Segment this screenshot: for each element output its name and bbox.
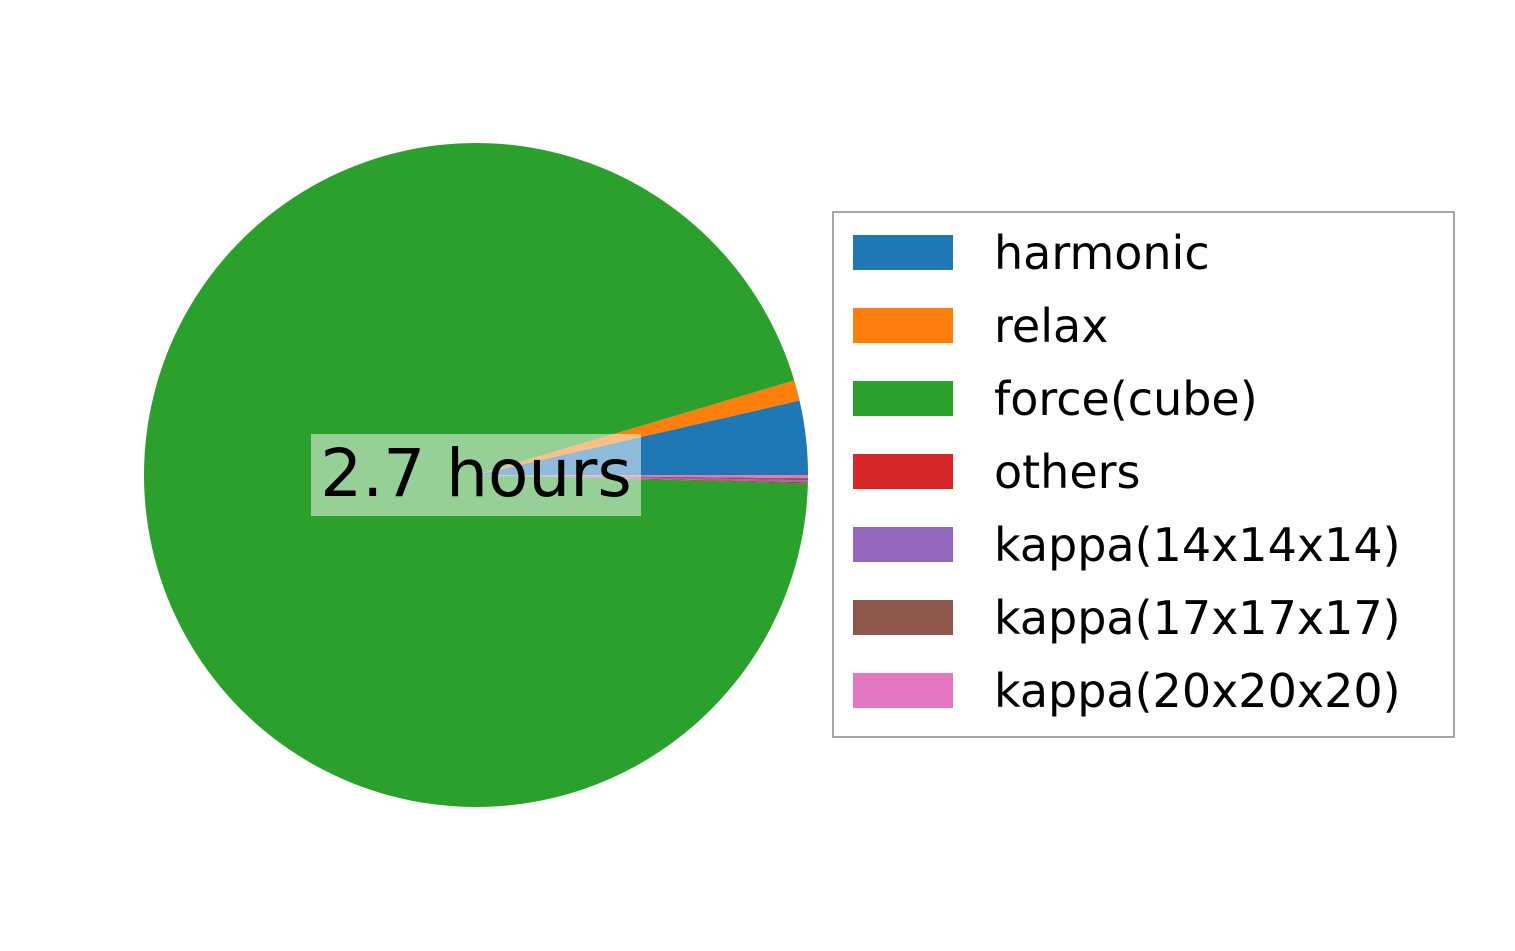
legend-label-force(cube): force(cube) (994, 372, 1258, 426)
legend-swatch-kappa(20x20x20) (853, 673, 953, 708)
legend-label-relax: relax (994, 299, 1108, 353)
legend-label-kappa(17x17x17): kappa(17x17x17) (994, 591, 1401, 645)
legend-label-kappa(14x14x14): kappa(14x14x14) (994, 518, 1401, 572)
legend-swatch-others (853, 454, 953, 489)
center-label-group: 2.7 hours (311, 434, 641, 516)
legend-swatch-relax (853, 308, 953, 343)
legend-swatch-kappa(14x14x14) (853, 527, 953, 562)
legend-items: harmonic relax force(cube) others kappa(14x1… (853, 226, 1401, 718)
legend: harmonic relax force(cube) others kappa(14x1… (832, 211, 1455, 738)
center-label: 2.7 hours (320, 435, 632, 512)
legend-swatch-force(cube) (853, 381, 953, 416)
legend-label-kappa(20x20x20): kappa(20x20x20) (994, 664, 1401, 718)
legend-label-others: others (994, 445, 1141, 499)
legend-swatch-harmonic (853, 235, 953, 270)
legend-swatch-kappa(17x17x17) (853, 600, 953, 635)
legend-label-harmonic: harmonic (994, 226, 1210, 280)
center-label-box (311, 434, 641, 516)
